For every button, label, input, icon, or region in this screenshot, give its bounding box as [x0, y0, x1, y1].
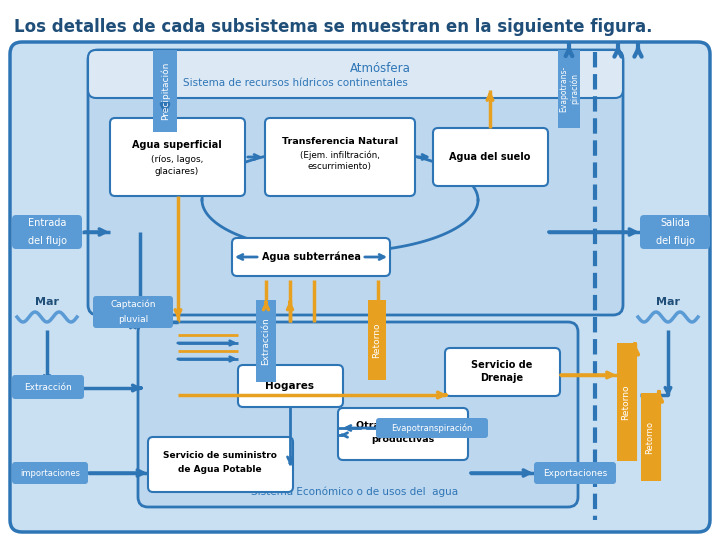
Text: Sistema Económico o de usos del  agua: Sistema Económico o de usos del agua	[251, 487, 459, 497]
Text: Hogares: Hogares	[266, 381, 315, 391]
Text: Otras actividades: Otras actividades	[356, 421, 450, 429]
Text: Mar: Mar	[35, 297, 59, 307]
Text: Evapotranspiración: Evapotranspiración	[391, 423, 473, 433]
FancyBboxPatch shape	[433, 128, 548, 186]
Text: Retorno: Retorno	[372, 322, 382, 357]
Text: glaciares): glaciares)	[155, 167, 199, 177]
FancyBboxPatch shape	[640, 215, 710, 249]
FancyBboxPatch shape	[138, 322, 578, 507]
Text: Drenaje: Drenaje	[480, 373, 523, 383]
Text: Salida: Salida	[660, 219, 690, 228]
Text: Captación: Captación	[110, 299, 156, 309]
Text: Sistema de recursos hídricos continentales: Sistema de recursos hídricos continental…	[183, 78, 408, 88]
Text: (ríos, lagos,: (ríos, lagos,	[150, 154, 203, 164]
Text: Agua del suelo: Agua del suelo	[449, 152, 531, 162]
Bar	[368, 300, 386, 380]
FancyBboxPatch shape	[376, 418, 488, 438]
Text: del flujo: del flujo	[27, 235, 66, 246]
Text: Extracción: Extracción	[24, 382, 72, 392]
Text: Evapotrans-
piración: Evapotrans- piración	[559, 66, 579, 112]
Text: pluvial: pluvial	[118, 315, 148, 325]
FancyBboxPatch shape	[534, 462, 616, 484]
FancyBboxPatch shape	[445, 348, 560, 396]
Text: Agua subterránea: Agua subterránea	[261, 252, 361, 262]
Bar	[558, 50, 580, 128]
FancyBboxPatch shape	[12, 462, 88, 484]
Text: Retorno: Retorno	[621, 384, 631, 420]
Text: escurrimiento): escurrimiento)	[308, 163, 372, 172]
Text: (Ejem. infiltración,: (Ejem. infiltración,	[300, 150, 380, 160]
Bar	[617, 343, 635, 461]
FancyBboxPatch shape	[88, 50, 623, 98]
Text: Retorno: Retorno	[646, 421, 654, 454]
Text: Mar: Mar	[656, 297, 680, 307]
FancyBboxPatch shape	[238, 365, 343, 407]
Text: Transferencia Natural: Transferencia Natural	[282, 138, 398, 146]
FancyBboxPatch shape	[110, 118, 245, 196]
Bar	[256, 300, 276, 382]
FancyBboxPatch shape	[12, 215, 82, 249]
Text: Agua superficial: Agua superficial	[132, 140, 222, 150]
Text: de Agua Potable: de Agua Potable	[178, 464, 262, 474]
FancyBboxPatch shape	[148, 437, 293, 492]
FancyBboxPatch shape	[232, 238, 390, 276]
FancyBboxPatch shape	[88, 50, 623, 315]
Text: Precipitación: Precipitación	[161, 62, 170, 120]
Text: productivas: productivas	[372, 435, 435, 444]
Text: Atmósfera: Atmósfera	[350, 62, 410, 75]
FancyBboxPatch shape	[265, 118, 415, 196]
Text: Extracción: Extracción	[261, 317, 271, 365]
FancyBboxPatch shape	[338, 408, 468, 460]
Text: Servicio de suministro: Servicio de suministro	[163, 450, 277, 460]
Text: Los detalles de cada subsistema se muestran en la siguiente figura.: Los detalles de cada subsistema se muest…	[14, 18, 652, 36]
Text: importaciones: importaciones	[20, 469, 80, 477]
Text: del flujo: del flujo	[655, 235, 695, 246]
FancyBboxPatch shape	[12, 375, 84, 399]
Bar	[153, 50, 177, 132]
Text: Servicio de: Servicio de	[472, 360, 533, 370]
Bar	[641, 393, 659, 481]
Text: Exportaciones: Exportaciones	[543, 469, 607, 477]
FancyBboxPatch shape	[10, 42, 710, 532]
Text: Entrada: Entrada	[28, 219, 66, 228]
FancyBboxPatch shape	[93, 296, 173, 328]
